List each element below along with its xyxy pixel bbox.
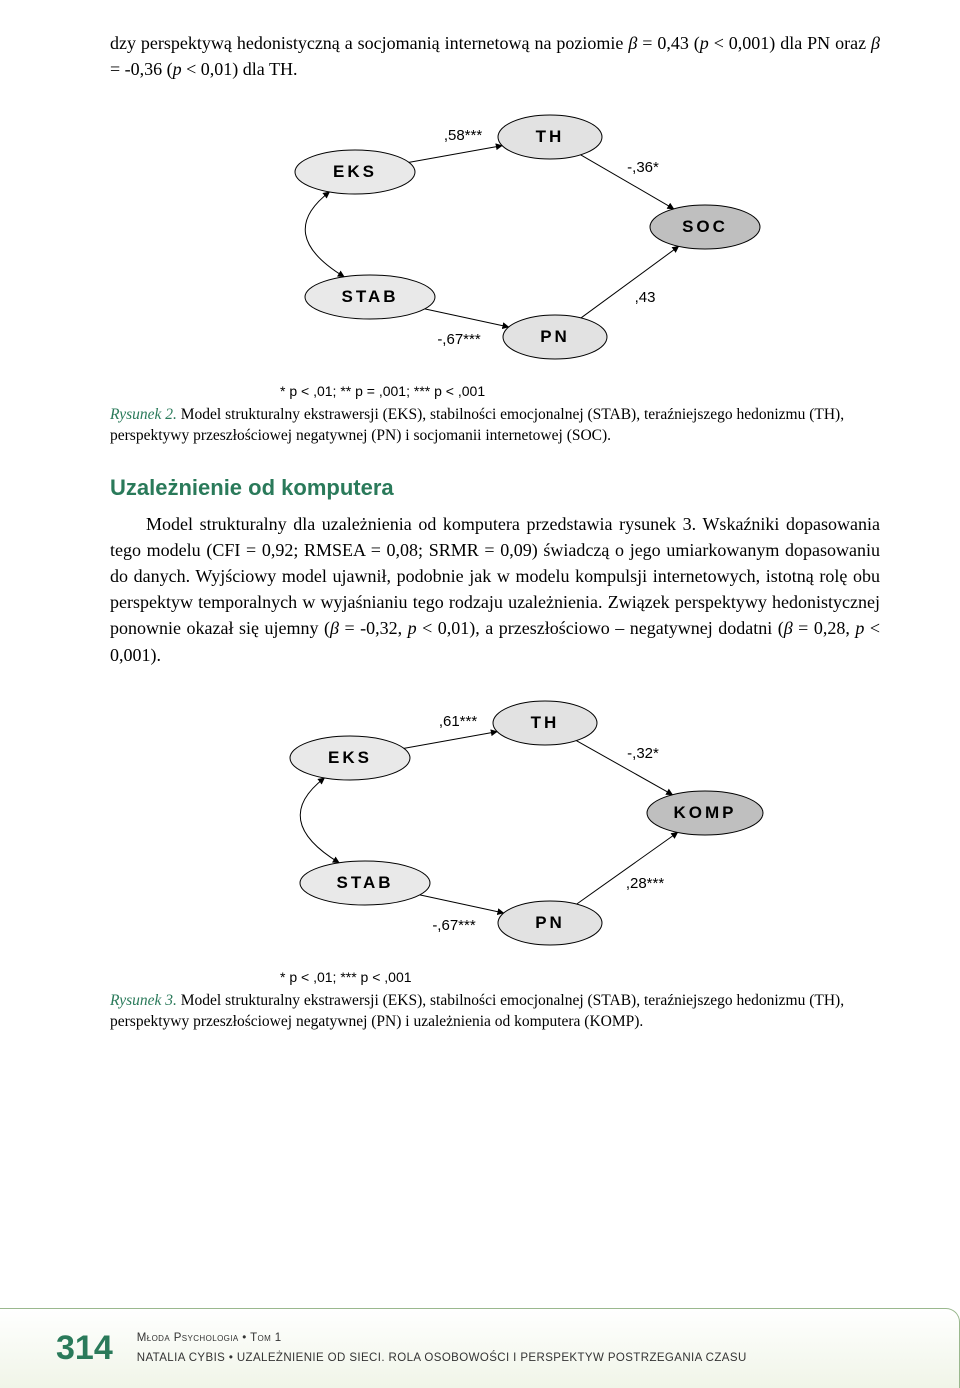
text: < 0,01) dla TH. xyxy=(182,59,298,79)
text: = -0,32, xyxy=(339,618,408,638)
svg-text:SOC: SOC xyxy=(682,217,728,236)
svg-text:,43: ,43 xyxy=(635,289,656,306)
volume: • Tom 1 xyxy=(239,1332,282,1344)
text: dzy perspektywą hedonistyczną a socjoman… xyxy=(110,33,628,53)
svg-text:PN: PN xyxy=(540,327,570,346)
text: < 0,01), a przeszłościowo – negatywnej d… xyxy=(417,618,784,638)
beta-var: β xyxy=(628,33,637,53)
footer-line-2: NATALIA CYBIS • UZALEŻNIENIE OD SIECI. R… xyxy=(137,1349,747,1369)
text: = -0,36 ( xyxy=(110,59,173,79)
p-var: p xyxy=(173,59,182,79)
text: = 0,43 ( xyxy=(637,33,699,53)
caption-label: Rysunek 2. xyxy=(110,406,177,423)
svg-text:,58***: ,58*** xyxy=(444,127,483,144)
svg-text:-,36*: -,36* xyxy=(627,159,659,176)
caption-text: Model strukturalny ekstrawersji (EKS), s… xyxy=(110,406,844,444)
p-var: p xyxy=(855,618,864,638)
p-var: p xyxy=(700,33,709,53)
beta-var: β xyxy=(330,618,339,638)
p-var: p xyxy=(408,618,417,638)
svg-text:-,67***: -,67*** xyxy=(432,917,476,934)
figure-2-significance: * p < ,01; *** p < ,001 xyxy=(280,969,880,985)
footer-text: Młoda Psychologia • Tom 1 NATALIA CYBIS … xyxy=(137,1329,747,1368)
svg-text:EKS: EKS xyxy=(333,162,377,181)
text: = 0,28, xyxy=(793,618,856,638)
svg-text:,61***: ,61*** xyxy=(439,713,478,730)
figure-2-caption: Rysunek 3. Model strukturalny ekstrawers… xyxy=(110,991,880,1033)
figure-1: ,58*** -,67*** -,36* ,43 EKS STAB TH PN SOC xyxy=(110,92,880,377)
figure-1-svg: ,58*** -,67*** -,36* ,43 EKS STAB TH PN SOC xyxy=(185,92,805,372)
footer-line-1: Młoda Psychologia • Tom 1 xyxy=(137,1329,747,1349)
mid-paragraph: Model strukturalny dla uzależnienia od k… xyxy=(110,511,880,668)
svg-text:STAB: STAB xyxy=(336,873,393,892)
svg-text:EKS: EKS xyxy=(328,748,372,767)
figure-2-svg: ,61*** -,67*** -,32* ,28*** EKS STAB TH PN KOMP xyxy=(175,678,815,958)
beta-var: β xyxy=(871,33,880,53)
svg-text:PN: PN xyxy=(535,913,565,932)
page-number: 314 xyxy=(56,1329,113,1368)
figure-2: ,61*** -,67*** -,32* ,28*** EKS STAB TH PN KOMP xyxy=(110,678,880,963)
svg-text:-,32*: -,32* xyxy=(627,745,659,762)
svg-text:-,67***: -,67*** xyxy=(437,331,481,348)
svg-text:KOMP: KOMP xyxy=(674,803,737,822)
svg-text:TH: TH xyxy=(531,713,560,732)
text: < 0,001) dla PN oraz xyxy=(709,33,871,53)
intro-paragraph: dzy perspektywą hedonistyczną a socjoman… xyxy=(110,30,880,82)
figure-1-significance: * p < ,01; ** p = ,001; *** p < ,001 xyxy=(280,383,880,399)
svg-text:TH: TH xyxy=(536,127,565,146)
figure-1-caption: Rysunek 2. Model strukturalny ekstrawers… xyxy=(110,405,880,447)
page-footer: 314 Młoda Psychologia • Tom 1 NATALIA CY… xyxy=(0,1308,960,1388)
caption-label: Rysunek 3. xyxy=(110,992,177,1009)
beta-var: β xyxy=(784,618,793,638)
svg-text:,28***: ,28*** xyxy=(626,875,665,892)
svg-text:STAB: STAB xyxy=(341,287,398,306)
journal-name: Młoda Psychologia xyxy=(137,1332,239,1344)
section-heading: Uzależnienie od komputera xyxy=(110,475,880,501)
caption-text: Model strukturalny ekstrawersji (EKS), s… xyxy=(110,992,844,1030)
